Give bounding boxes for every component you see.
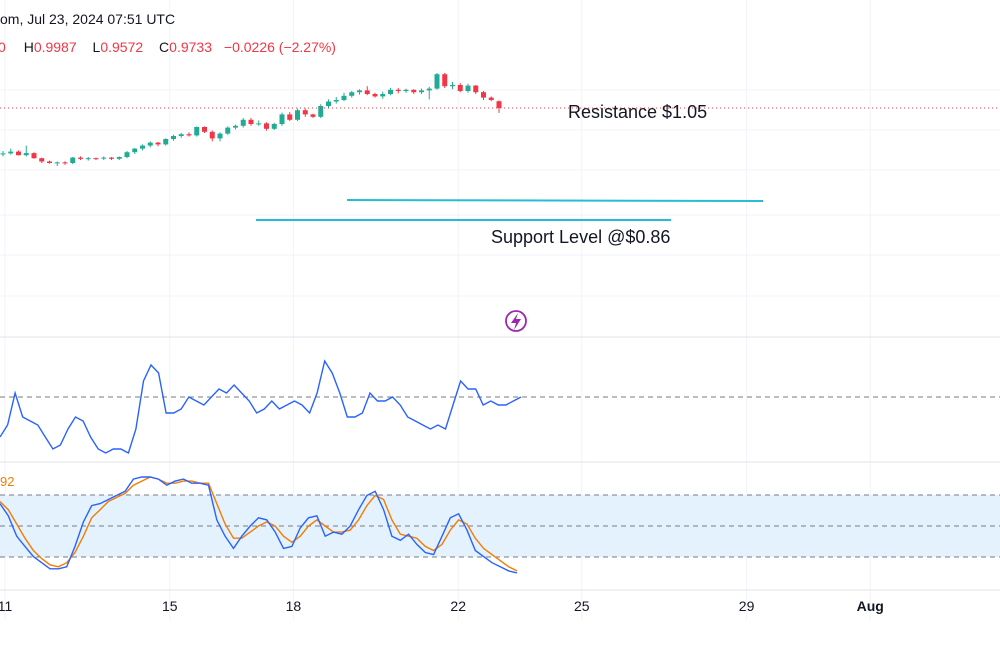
- candle-body: [178, 134, 184, 136]
- candle-body: [70, 157, 76, 163]
- candle-body: [388, 89, 393, 94]
- rsi-indicator: [0, 359, 1000, 455]
- candle-body: [473, 85, 479, 93]
- candle-body: [457, 85, 463, 91]
- x-tick-label: 29: [739, 598, 755, 614]
- high-value: 0.9987: [34, 39, 77, 55]
- candle-body: [372, 94, 378, 97]
- candle-body: [171, 136, 176, 139]
- candle-body: [426, 88, 432, 91]
- candle-body: [357, 90, 362, 93]
- level-lines: [0, 107, 1000, 221]
- x-tick-label: 18: [286, 598, 302, 614]
- low-label: L: [93, 39, 101, 55]
- ohlc-readout: 0 H0.9987 L0.9572 C0.9733 −0.0226 (−2.27…: [0, 39, 336, 55]
- candle-body: [442, 74, 448, 87]
- candle-body: [256, 123, 262, 125]
- candlestick-series: [0, 73, 502, 166]
- candle-body: [8, 151, 14, 154]
- x-tick-label: 25: [574, 598, 590, 614]
- candle-body: [488, 97, 494, 100]
- x-tick-label: 11: [0, 598, 12, 614]
- symbol-title: om, Jul 23, 2024 07:51 UTC: [0, 11, 175, 27]
- candle-body: [132, 148, 138, 153]
- high-label: H: [24, 39, 34, 55]
- x-tick-label: Aug: [857, 598, 884, 614]
- candle-body: [155, 142, 161, 145]
- candle-body: [364, 90, 370, 94]
- resistance-line: [346, 199, 764, 202]
- candle-body: [85, 158, 91, 160]
- stochastic-label: 92: [0, 474, 14, 489]
- stochastic-k-line: [0, 476, 518, 574]
- candle-body: [101, 157, 107, 159]
- candle-body: [186, 134, 192, 136]
- candle-body: [54, 162, 60, 164]
- candle-body: [349, 92, 355, 96]
- candle-body: [248, 119, 254, 124]
- candle-body: [194, 127, 200, 136]
- lightning-bolt-icon[interactable]: [505, 310, 527, 332]
- candle-body: [333, 100, 339, 102]
- candle-body: [295, 110, 300, 120]
- candle-body: [93, 158, 99, 160]
- candle-body: [271, 124, 277, 129]
- stochastic-indicator: [0, 476, 518, 574]
- candle-body: [450, 85, 455, 87]
- candle-body: [380, 94, 386, 97]
- candle-body: [16, 151, 21, 156]
- candle-body: [434, 74, 440, 89]
- candle-body: [31, 153, 37, 159]
- x-axis: 11 15 18 22 25 29 Aug: [0, 598, 884, 614]
- candle-body: [264, 123, 269, 129]
- candle-body: [109, 157, 114, 159]
- support-annotation: Support Level @$0.86: [491, 227, 670, 247]
- candle-body: [481, 92, 486, 98]
- candle-body: [287, 114, 293, 120]
- candle-body: [279, 114, 285, 124]
- candle-body: [395, 89, 401, 91]
- open-value: 0: [0, 39, 6, 55]
- candle-body: [0, 153, 6, 155]
- candle-body: [465, 85, 471, 91]
- candle-body: [209, 131, 215, 139]
- candle-body: [124, 152, 130, 157]
- candle-body: [39, 158, 45, 162]
- candle-body: [62, 162, 68, 164]
- candle-body: [341, 95, 347, 100]
- x-tick-label: 15: [162, 598, 178, 614]
- candle-body: [78, 157, 83, 159]
- candle-body: [116, 157, 122, 159]
- candle-body: [217, 133, 223, 139]
- stochastic-d-line: [0, 476, 518, 572]
- close-label: C: [159, 39, 169, 55]
- candle-body: [240, 119, 246, 126]
- x-tick-label: 22: [450, 598, 466, 614]
- resistance-annotation: Resistance $1.05: [568, 102, 707, 122]
- change-value: −0.0226 (−2.27%): [224, 39, 336, 55]
- grid-lines: [0, 0, 1000, 620]
- candle-body: [163, 139, 169, 145]
- candle-body: [496, 101, 502, 109]
- candle-body: [23, 153, 29, 156]
- candle-body: [403, 89, 409, 91]
- candle-body: [411, 89, 417, 93]
- candle-body: [310, 114, 316, 117]
- candle-body: [225, 127, 231, 134]
- candle-body: [318, 106, 324, 117]
- candle-body: [47, 161, 52, 163]
- candle-body: [302, 110, 308, 115]
- candle-body: [147, 142, 153, 146]
- candle-body: [233, 125, 238, 128]
- rsi-line: [0, 359, 522, 455]
- stochastic-band: [0, 494, 1000, 558]
- close-value: 0.9733: [169, 39, 212, 55]
- candle-body: [419, 90, 424, 93]
- candle-body: [202, 127, 207, 132]
- candle-body: [326, 101, 331, 106]
- candle-body: [140, 145, 145, 149]
- low-value: 0.9572: [100, 39, 143, 55]
